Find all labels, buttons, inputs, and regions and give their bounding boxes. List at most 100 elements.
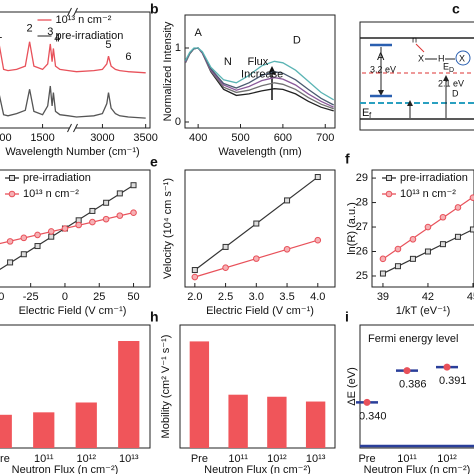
data-point <box>7 259 14 266</box>
x-tick-label: 3500 <box>133 132 157 144</box>
legend-label: 10¹³ n cm⁻² <box>56 14 112 26</box>
y-tick-label: 25 <box>356 270 368 282</box>
value-label: 0.386 <box>399 379 427 391</box>
data-point <box>469 194 474 201</box>
axis-break-gap <box>69 10 76 14</box>
data-point <box>75 221 82 229</box>
panel-letter: f <box>345 151 350 167</box>
bar <box>33 412 55 448</box>
x-tick-label: 3000 <box>90 132 114 144</box>
label-d: D <box>452 88 459 98</box>
axis-break <box>67 123 72 133</box>
bar <box>267 396 287 448</box>
data-point <box>6 238 14 245</box>
x-tick-label: 700 <box>316 132 334 144</box>
y-tick-label: 29 <box>356 172 368 184</box>
plot-frame <box>359 324 474 449</box>
data-point <box>34 231 41 239</box>
legend-label: pre-irradiation <box>56 30 124 42</box>
axis-break <box>73 123 78 133</box>
data-point <box>394 245 402 253</box>
x-tick-label: 10¹³ <box>306 453 326 465</box>
arrow-head <box>378 90 384 96</box>
y-axis-label: Mobility (cm² V⁻¹ s⁻¹) <box>160 335 172 439</box>
bar <box>118 340 140 448</box>
data-point <box>130 182 137 189</box>
label-ef: E <box>362 107 369 119</box>
annotation: D <box>293 35 301 47</box>
bar <box>189 341 210 448</box>
legend-label: pre-irradiation <box>400 172 468 184</box>
bar <box>305 401 326 448</box>
legend-marker <box>385 190 393 198</box>
data-point <box>314 174 321 181</box>
annotation: 5 <box>105 39 111 51</box>
legend-label: 10¹³ n cm⁻² <box>23 188 79 200</box>
y-axis-label: Normalized Intensity <box>162 21 174 121</box>
x-tick-label: -25 <box>23 291 39 303</box>
plot-title: Fermi energy level <box>368 333 458 345</box>
x-tick-label: 10¹² <box>267 453 287 465</box>
data-point <box>424 223 432 231</box>
x-tick-label: 2.5 <box>218 291 233 303</box>
data-point <box>116 212 124 219</box>
x-tick-label: 10¹¹ <box>34 453 54 465</box>
y-axis-label: ln(R) (a.u.) <box>346 202 358 255</box>
data-point <box>454 204 462 211</box>
y-tick-label: 28 <box>356 196 368 208</box>
bar <box>75 402 97 448</box>
data-point <box>253 220 260 227</box>
panel-letter: c <box>452 1 460 17</box>
legend-marker <box>8 190 16 198</box>
x-tick-label: 3.0 <box>249 291 264 303</box>
x-tick-label: 10¹² <box>76 453 96 465</box>
data-point <box>379 270 386 277</box>
annotation: Increase <box>241 69 283 81</box>
x-axis-label: Wavelength Number (cm⁻¹) <box>5 146 139 158</box>
data-point <box>89 207 96 214</box>
label-n: n <box>412 34 417 44</box>
x-tick-label: Pre <box>191 453 208 465</box>
data-point <box>116 190 123 197</box>
annotation: 3 <box>47 26 53 38</box>
legend-label: 10¹³ n cm⁻² <box>400 188 456 200</box>
x-tick-label: 600 <box>274 132 292 144</box>
data-point <box>379 255 387 263</box>
x-tick-label: 10¹¹ <box>228 453 248 465</box>
axis-break <box>67 7 72 17</box>
data-point <box>89 218 96 226</box>
x-tick-label: 10¹¹ <box>397 453 417 465</box>
annotation: Flux <box>247 56 268 68</box>
x-axis-label: Neutron Flux (n cm⁻²) <box>12 464 119 474</box>
data-point <box>439 241 446 248</box>
data-point <box>191 267 198 274</box>
data-point <box>409 235 417 243</box>
x-tick-label: 1000 <box>0 132 12 144</box>
arrow-head <box>407 100 413 106</box>
y-axis-label: Velocity (10⁴ cm s⁻¹) <box>162 178 174 279</box>
data-point <box>103 199 110 206</box>
axis-break <box>73 7 78 17</box>
data-line <box>0 41 146 74</box>
data-point <box>20 251 27 258</box>
panel-letter: b <box>150 1 159 17</box>
data-point <box>61 225 69 232</box>
x-tick-label: Pre <box>0 453 10 465</box>
x-tick-label: 0 <box>62 291 68 303</box>
y-tick-label: 27 <box>356 221 368 233</box>
label-defect: X <box>459 53 465 63</box>
panel-letter: e <box>150 154 158 170</box>
annotation: 2 <box>27 22 33 34</box>
plot-frame <box>371 169 474 288</box>
data-point <box>253 255 260 262</box>
data-point <box>409 255 416 262</box>
x-tick-label: 400 <box>189 132 207 144</box>
data-line <box>184 47 335 101</box>
diagram-frame <box>359 21 474 131</box>
x-tick-label: 25 <box>93 291 105 303</box>
label-ef-sub: f <box>369 111 372 120</box>
data-point <box>47 228 55 235</box>
data-point <box>284 197 291 204</box>
data-point <box>130 209 137 217</box>
